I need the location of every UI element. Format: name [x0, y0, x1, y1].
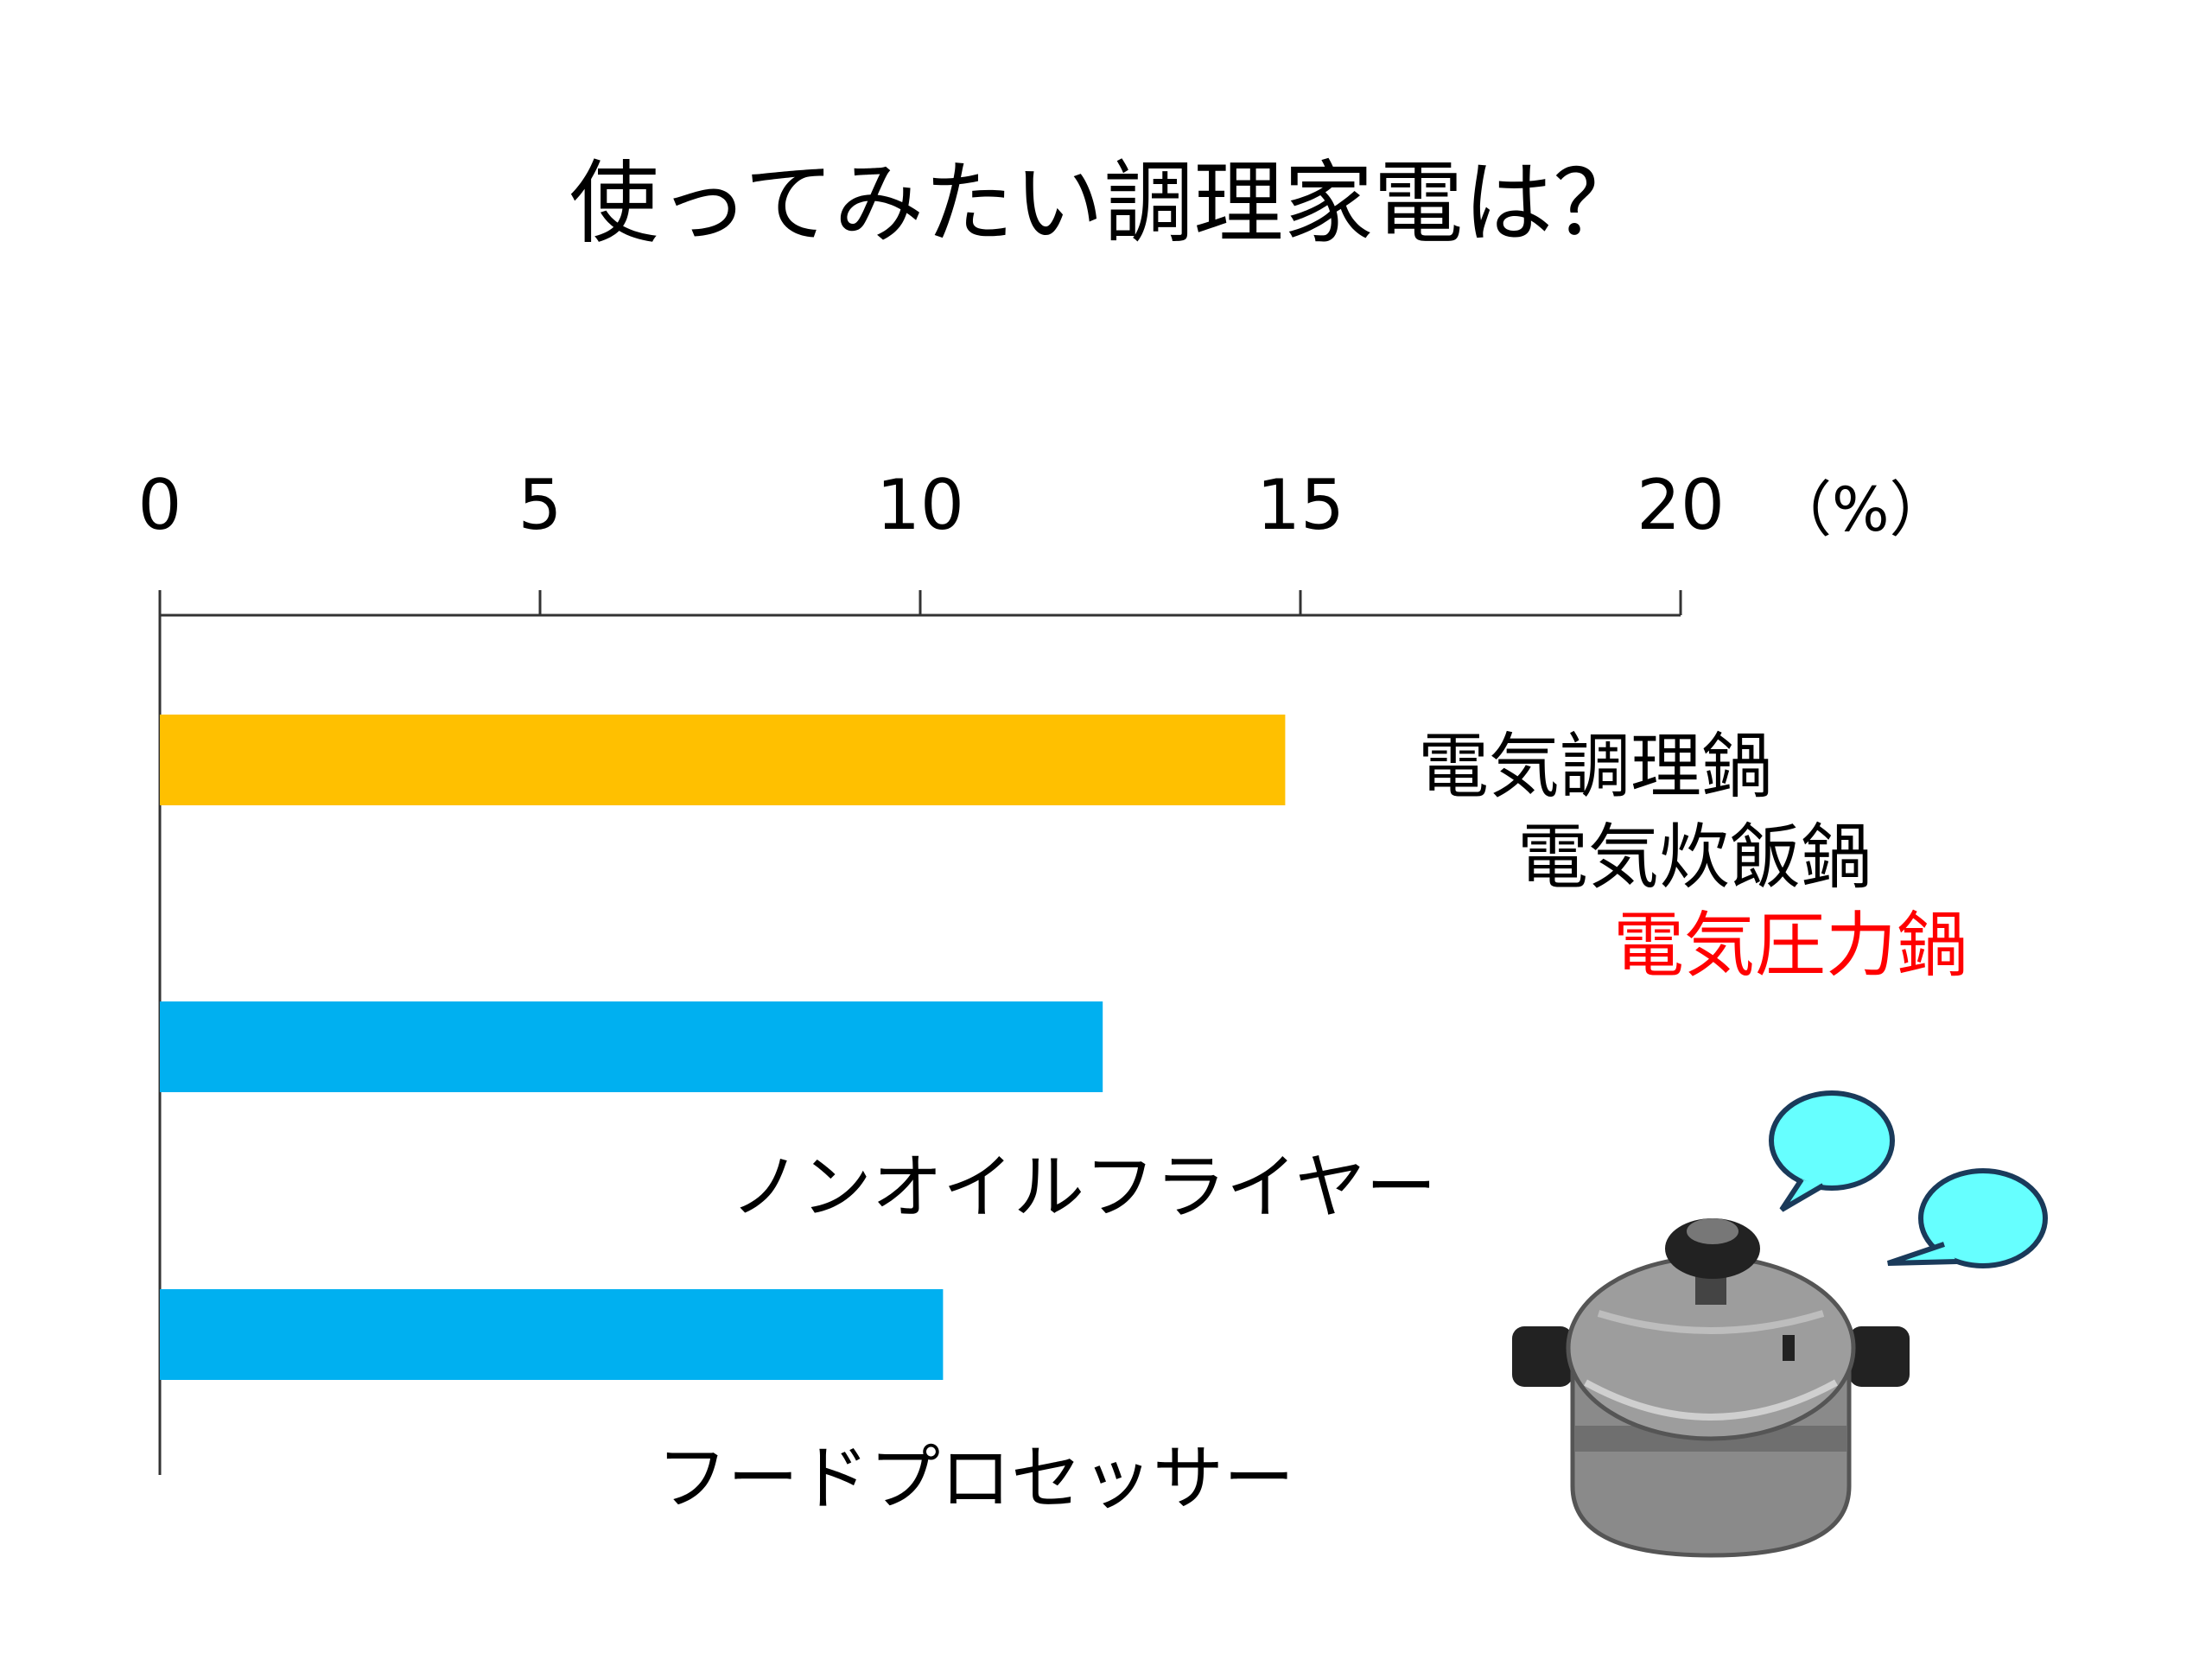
category-label-air-fryer: ノンオイルフライヤー — [730, 1147, 1437, 1229]
bar — [160, 1289, 944, 1380]
speech-bubble-icon — [1769, 1090, 1895, 1212]
chart-title: 使ってみたい調理家電は？ — [569, 150, 1643, 256]
category-label-rice-cooker: 電気炊飯鍋 — [1517, 817, 1872, 899]
category-label-pressure-cooker: 電気圧力鍋 — [1613, 905, 1968, 987]
pot-icon — [1512, 1218, 1910, 1558]
tick-label-15: 15 — [1256, 465, 1344, 545]
speech-bubble-icon — [1887, 1168, 2048, 1268]
bar — [160, 1001, 1103, 1092]
tick-label-0: 0 — [137, 465, 182, 545]
bar — [160, 715, 1286, 805]
tick-label-20: 20 — [1637, 465, 1725, 545]
unit-label: （%） — [1771, 474, 1950, 545]
category-label-food-processor: フードプロセッサー — [657, 1438, 1295, 1520]
tick-label-10: 10 — [876, 465, 964, 545]
tick-label-5: 5 — [518, 465, 563, 545]
category-label-electric-cooker: 電気調理鍋 — [1418, 726, 1773, 808]
